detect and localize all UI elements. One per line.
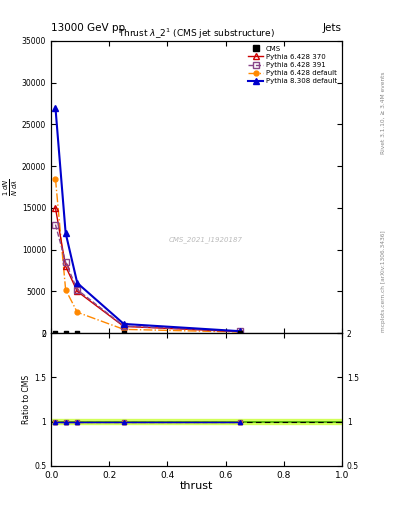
Point xyxy=(52,329,59,337)
Text: CMS_2021_I1920187: CMS_2021_I1920187 xyxy=(168,236,242,243)
Text: Rivet 3.1.10, ≥ 3.4M events: Rivet 3.1.10, ≥ 3.4M events xyxy=(381,71,386,154)
Text: mcplots.cern.ch [arXiv:1306.3436]: mcplots.cern.ch [arXiv:1306.3436] xyxy=(381,231,386,332)
X-axis label: thrust: thrust xyxy=(180,481,213,491)
Legend: CMS, Pythia 6.428 370, Pythia 6.428 391, Pythia 6.428 default, Pythia 8.308 defa: CMS, Pythia 6.428 370, Pythia 6.428 391,… xyxy=(246,45,338,86)
Bar xyxy=(51,419,342,424)
Title: Thrust $\lambda\_2^1$ (CMS jet substructure): Thrust $\lambda\_2^1$ (CMS jet substruct… xyxy=(118,27,275,41)
Point xyxy=(74,329,81,337)
Y-axis label: $\frac{1}{N}\frac{dN}{d\lambda}$: $\frac{1}{N}\frac{dN}{d\lambda}$ xyxy=(2,178,20,196)
Point xyxy=(62,329,69,337)
Text: 13000 GeV pp: 13000 GeV pp xyxy=(51,23,125,33)
Point xyxy=(121,329,127,337)
Point xyxy=(237,329,243,337)
Text: Jets: Jets xyxy=(323,23,342,33)
Y-axis label: Ratio to CMS: Ratio to CMS xyxy=(22,375,31,424)
